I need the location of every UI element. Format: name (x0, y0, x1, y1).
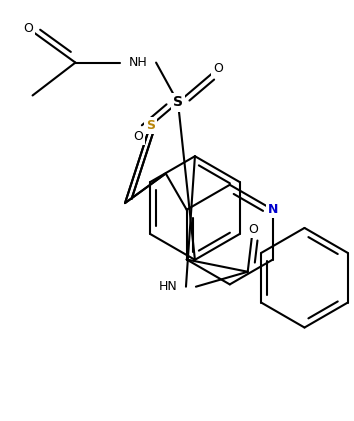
Text: O: O (24, 22, 34, 35)
Text: S: S (146, 119, 155, 132)
Text: O: O (213, 62, 223, 75)
Text: N: N (268, 203, 278, 216)
Text: O: O (133, 130, 143, 143)
Text: NH: NH (129, 56, 148, 69)
Text: O: O (248, 224, 258, 237)
Text: HN: HN (159, 280, 177, 293)
Text: S: S (173, 96, 183, 109)
